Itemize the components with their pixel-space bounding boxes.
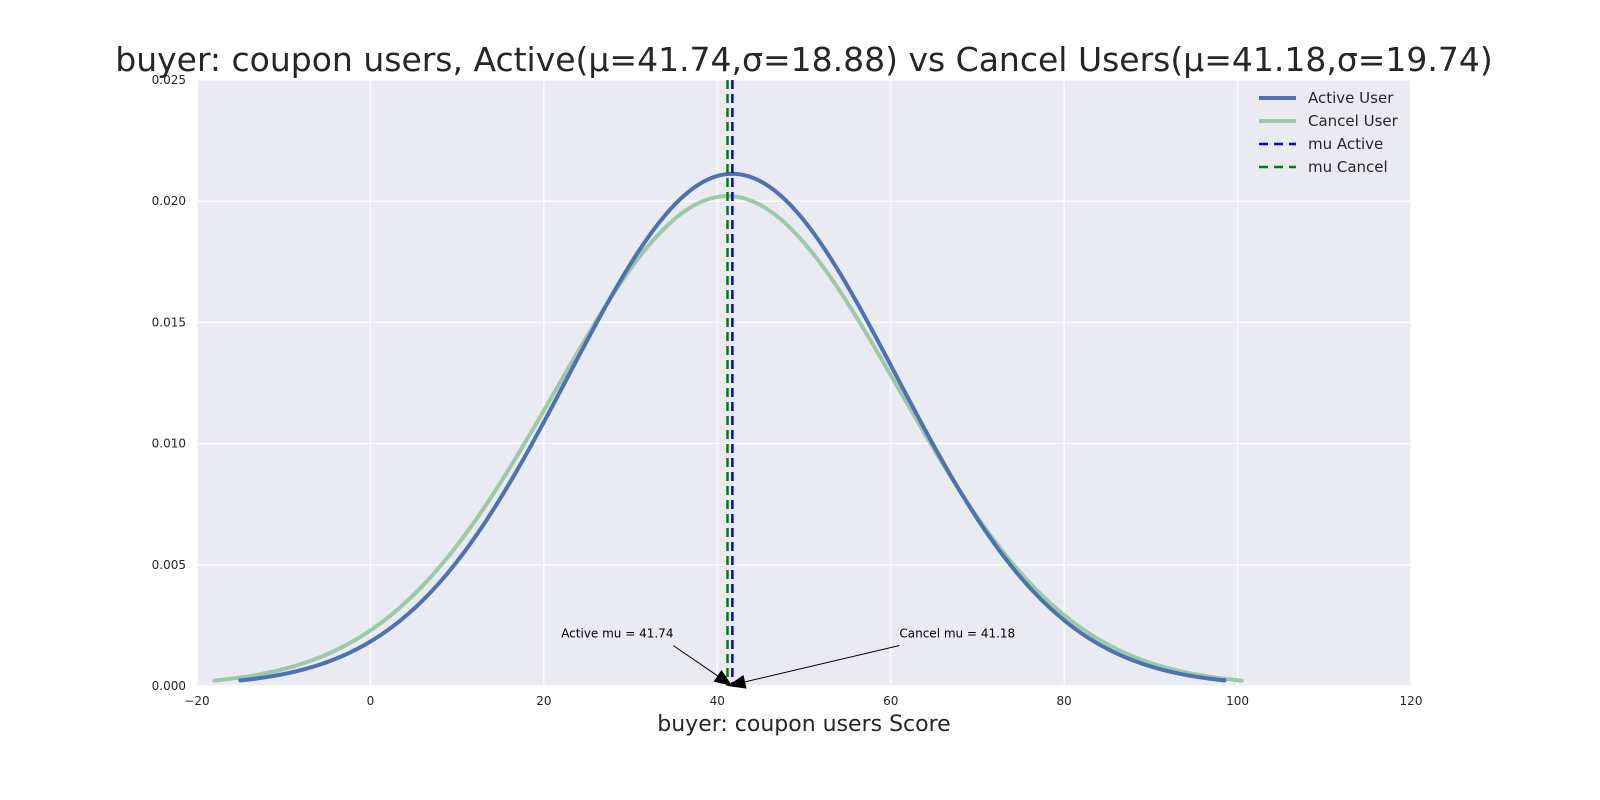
x-tick-label: 20	[536, 694, 551, 708]
grid	[196, 79, 1412, 687]
plot-background	[197, 80, 1411, 686]
y-axis-ticks: 0.000 0.005 0.010 0.015 0.020 0.025	[152, 73, 186, 693]
annotation-text: Cancel mu = 41.18	[899, 627, 1015, 641]
annotation-arrow-line	[672, 645, 718, 677]
y-tick-label: 0.000	[152, 679, 186, 693]
x-axis-ticks: −20 0 20 40 60 80 100 120	[184, 694, 1422, 708]
chart-title: buyer: coupon users, Active(μ=41.74,σ=18…	[115, 40, 1493, 79]
legend: Active User Cancel User mu Active mu Cancel	[1259, 89, 1399, 176]
x-tick-label: 60	[883, 694, 898, 708]
x-tick-label: −20	[184, 694, 209, 708]
legend-label: mu Cancel	[1308, 158, 1388, 176]
x-tick-label: 40	[710, 694, 725, 708]
x-tick-label: 80	[1057, 694, 1072, 708]
mean-lines	[726, 80, 734, 686]
y-tick-label: 0.025	[152, 73, 186, 87]
legend-label: Cancel User	[1308, 112, 1399, 130]
annotation-arrow-head	[713, 670, 733, 686]
x-axis-label: buyer: coupon users Score	[657, 712, 950, 737]
y-tick-label: 0.015	[152, 315, 186, 329]
legend-label: mu Active	[1308, 135, 1383, 153]
y-tick-label: 0.005	[152, 558, 186, 572]
x-tick-label: 120	[1400, 694, 1423, 708]
x-tick-label: 0	[367, 694, 375, 708]
y-tick-label: 0.010	[152, 437, 186, 451]
y-tick-label: 0.020	[152, 194, 186, 208]
annotation-arrow-line	[744, 645, 900, 683]
legend-label: Active User	[1308, 89, 1394, 107]
annotation-text: Active mu = 41.74	[561, 627, 673, 641]
x-tick-label: 100	[1226, 694, 1249, 708]
annotation-arrow-head	[727, 675, 747, 689]
annotations: Active mu = 41.74 Cancel mu = 41.18	[561, 627, 1015, 689]
series-line-active-user	[238, 171, 1227, 683]
